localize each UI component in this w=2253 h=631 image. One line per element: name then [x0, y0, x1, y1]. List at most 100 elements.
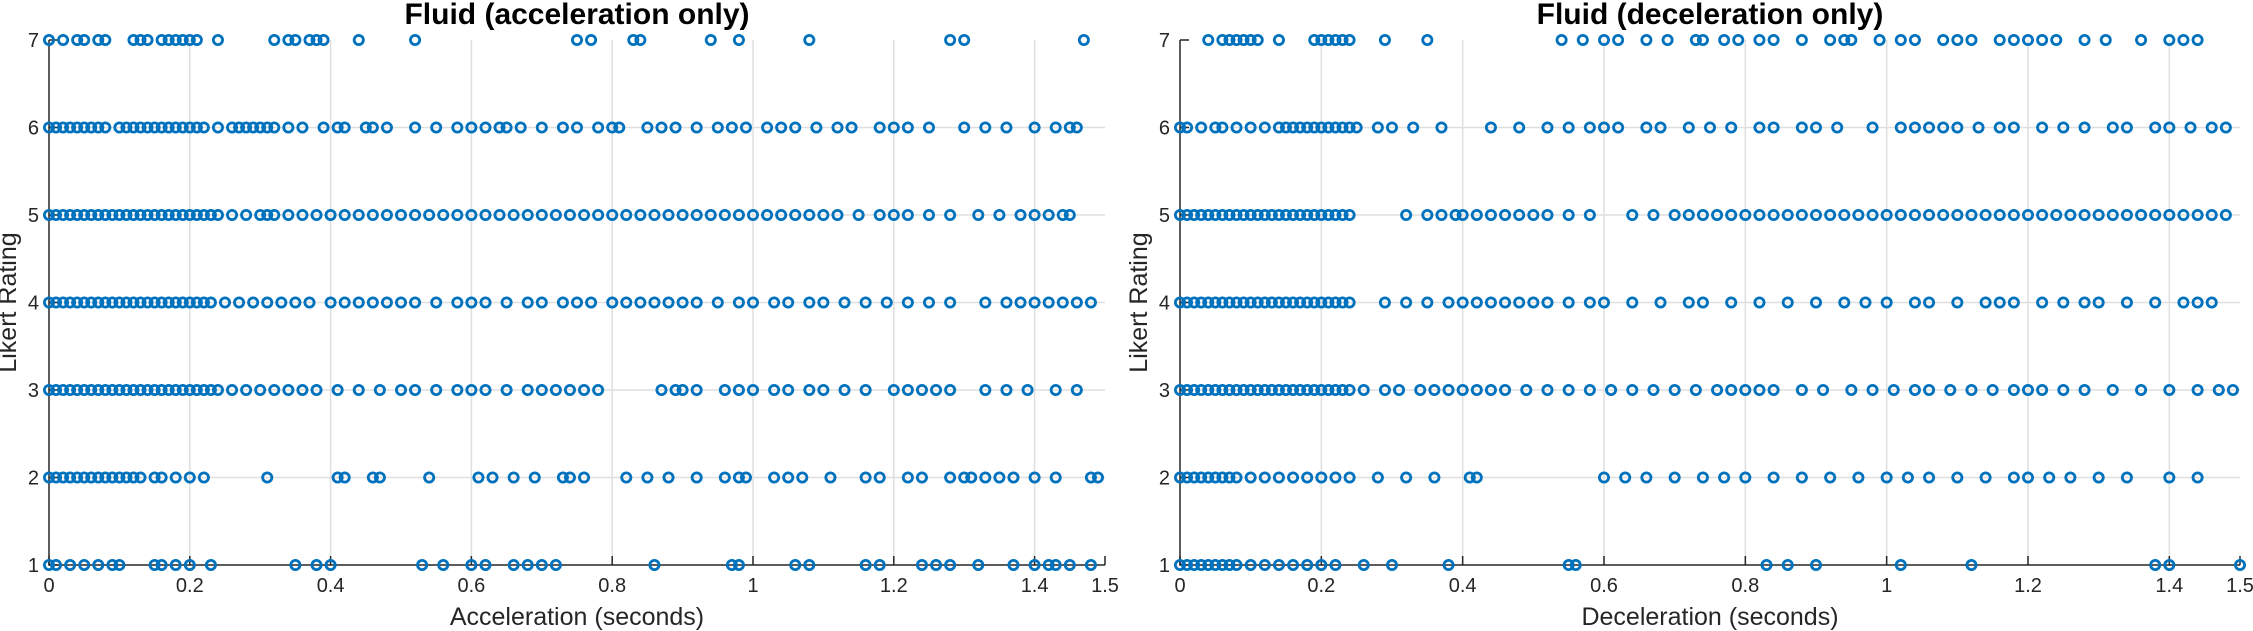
data-point: [620, 296, 633, 309]
data-point: [282, 383, 295, 396]
data-point: [380, 208, 393, 221]
data-point: [1258, 121, 1271, 134]
data-point: [1028, 208, 1041, 221]
data-point: [1767, 471, 1780, 484]
y-tick-label: 1: [1159, 555, 1170, 577]
data-point: [1223, 34, 1236, 47]
data-point: [592, 383, 605, 396]
data-point: [1612, 121, 1625, 134]
data-point: [1294, 296, 1307, 309]
data-point: [2036, 296, 2049, 309]
data-point: [2007, 471, 2020, 484]
data-point: [1287, 383, 1300, 396]
data-point: [2099, 34, 2112, 47]
data-point: [1244, 208, 1257, 221]
data-point: [127, 471, 140, 484]
data-point: [2007, 296, 2020, 309]
data-point: [289, 34, 302, 47]
data-point: [64, 208, 77, 221]
data-point: [2007, 208, 2020, 221]
data-point: [380, 296, 393, 309]
data-point: [324, 559, 337, 572]
x-tick-label: 1.4: [1021, 575, 1049, 597]
data-point: [768, 383, 781, 396]
data-point: [606, 296, 619, 309]
y-tick-label: 6: [28, 118, 39, 140]
data-point: [930, 559, 943, 572]
data-point: [268, 121, 281, 134]
data-point: [592, 208, 605, 221]
data-point: [1711, 383, 1724, 396]
data-point: [1400, 208, 1413, 221]
data-point: [197, 296, 210, 309]
data-point: [240, 383, 253, 396]
data-point: [99, 34, 112, 47]
data-point: [366, 471, 379, 484]
data-point: [1901, 471, 1914, 484]
data-point: [190, 34, 203, 47]
data-point: [662, 296, 675, 309]
data-point: [183, 559, 196, 572]
data-point: [338, 296, 351, 309]
data-point: [1294, 383, 1307, 396]
data-point: [1393, 383, 1406, 396]
data-point: [275, 296, 288, 309]
data-point: [43, 559, 56, 572]
scatter-plot-deceleration: 0 0.2 0.4 0.6 0.8 1 1.2 1.4 1.5 1 2 3 4 5 6 7 Fluid (dec…: [1125, 0, 2253, 631]
data-point: [1944, 383, 1957, 396]
data-point: [1223, 383, 1236, 396]
data-point: [1880, 296, 1893, 309]
data-point: [2205, 296, 2218, 309]
data-point: [979, 471, 992, 484]
data-point: [732, 383, 745, 396]
x-tick-label: 1.2: [2014, 575, 2042, 597]
data-point: [366, 208, 379, 221]
y-tick-label: 4: [1159, 293, 1170, 315]
data-point: [1343, 383, 1356, 396]
data-point: [578, 383, 591, 396]
data-point: [57, 208, 70, 221]
data-point: [768, 471, 781, 484]
data-point: [423, 208, 436, 221]
data-point: [282, 34, 295, 47]
data-point: [1725, 383, 1738, 396]
data-point: [155, 383, 168, 396]
data-point: [915, 471, 928, 484]
data-point: [1484, 383, 1497, 396]
data-point: [71, 34, 84, 47]
data-point: [1972, 121, 1985, 134]
data-point: [99, 121, 112, 134]
data-point: [71, 296, 84, 309]
data-point: [563, 208, 576, 221]
data-point: [1555, 34, 1568, 47]
data-point: [2219, 121, 2232, 134]
data-point: [873, 208, 886, 221]
data-point: [634, 296, 647, 309]
data-point: [1202, 559, 1215, 572]
data-point: [2036, 208, 2049, 221]
data-point: [1280, 121, 1293, 134]
data-point: [1251, 208, 1264, 221]
data-point: [1456, 208, 1469, 221]
data-point: [218, 296, 231, 309]
data-point: [1866, 121, 1879, 134]
data-point: [1908, 34, 1921, 47]
data-point: [761, 121, 774, 134]
data-point: [817, 208, 830, 221]
data-point: [141, 34, 154, 47]
data-point: [1216, 471, 1229, 484]
data-point: [64, 296, 77, 309]
data-point: [1216, 296, 1229, 309]
data-point: [1329, 208, 1342, 221]
data-point: [1063, 559, 1076, 572]
data-point: [148, 559, 161, 572]
data-point: [739, 471, 752, 484]
data-point: [50, 208, 63, 221]
data-point: [141, 208, 154, 221]
data-point: [2036, 383, 2049, 396]
data-point: [1859, 296, 1872, 309]
x-tick-label: 0.4: [317, 575, 345, 597]
data-point: [1598, 34, 1611, 47]
data-point: [2078, 208, 2091, 221]
data-point: [915, 559, 928, 572]
